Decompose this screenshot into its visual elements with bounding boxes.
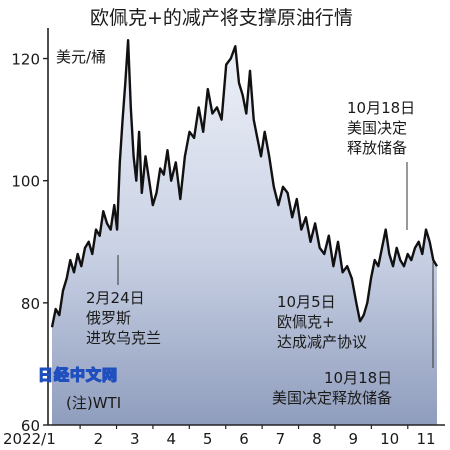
chart-title: 欧佩克+的减产将支撑原油行情 [90, 7, 353, 29]
x-tick-label: 4 [166, 430, 176, 448]
price-area [52, 40, 437, 425]
y-tick-label: 60 [21, 417, 40, 435]
annotation-opec-line3: 达成减产协议 [277, 333, 367, 351]
x-tick-label: 9 [348, 430, 358, 448]
price-line [50, 39, 439, 328]
watermark: 日经中文网 [38, 366, 118, 384]
annotation-release-top-line2: 美国决定 [347, 119, 407, 137]
annotation-invasion-line3: 进攻乌克兰 [86, 329, 161, 347]
y-tick-label: 120 [11, 51, 40, 69]
unit-label: 美元/桶 [56, 48, 106, 66]
annotation-release-bottom-date: 10月18日 [324, 369, 392, 387]
x-tick-label: 11 [417, 430, 436, 448]
x-tick-label: 8 [312, 430, 322, 448]
annotation-invasion: 2月24日 俄罗斯 进攻乌克兰 [86, 255, 161, 347]
x-tick-label: 2022/1 [3, 430, 56, 448]
annotation-release-bottom: 10月18日 美国决定释放储备 [272, 262, 434, 407]
annotation-opec-line2: 欧佩克+ [277, 313, 335, 331]
x-tick-label: 10 [380, 430, 399, 448]
x-ticks: 2022/1 2 3 4 5 6 7 8 9 10 11 [3, 425, 436, 448]
annotation-opec: 10月5日 欧佩克+ 达成减产协议 [277, 293, 367, 351]
x-tick-label: 7 [276, 430, 286, 448]
source-note: (注)WTI [66, 394, 121, 412]
y-tick-label: 100 [11, 173, 40, 191]
annotation-release-top-line3: 释放储备 [347, 139, 407, 157]
annotation-invasion-line2: 俄罗斯 [86, 309, 131, 327]
annotation-release-bottom-line2: 美国决定释放储备 [272, 389, 392, 407]
annotation-release-top: 10月18日 美国决定 释放储备 [347, 99, 415, 230]
annotation-release-top-date: 10月18日 [347, 99, 415, 117]
annotation-opec-date: 10月5日 [277, 293, 336, 311]
x-tick-label: 2 [94, 430, 104, 448]
annotation-invasion-date: 2月24日 [86, 289, 145, 307]
x-tick-label: 3 [130, 430, 140, 448]
y-ticks: 60 80 100 120 [11, 51, 48, 435]
x-tick-label: 6 [239, 430, 249, 448]
x-tick-label: 5 [203, 430, 213, 448]
y-tick-label: 80 [21, 295, 40, 313]
